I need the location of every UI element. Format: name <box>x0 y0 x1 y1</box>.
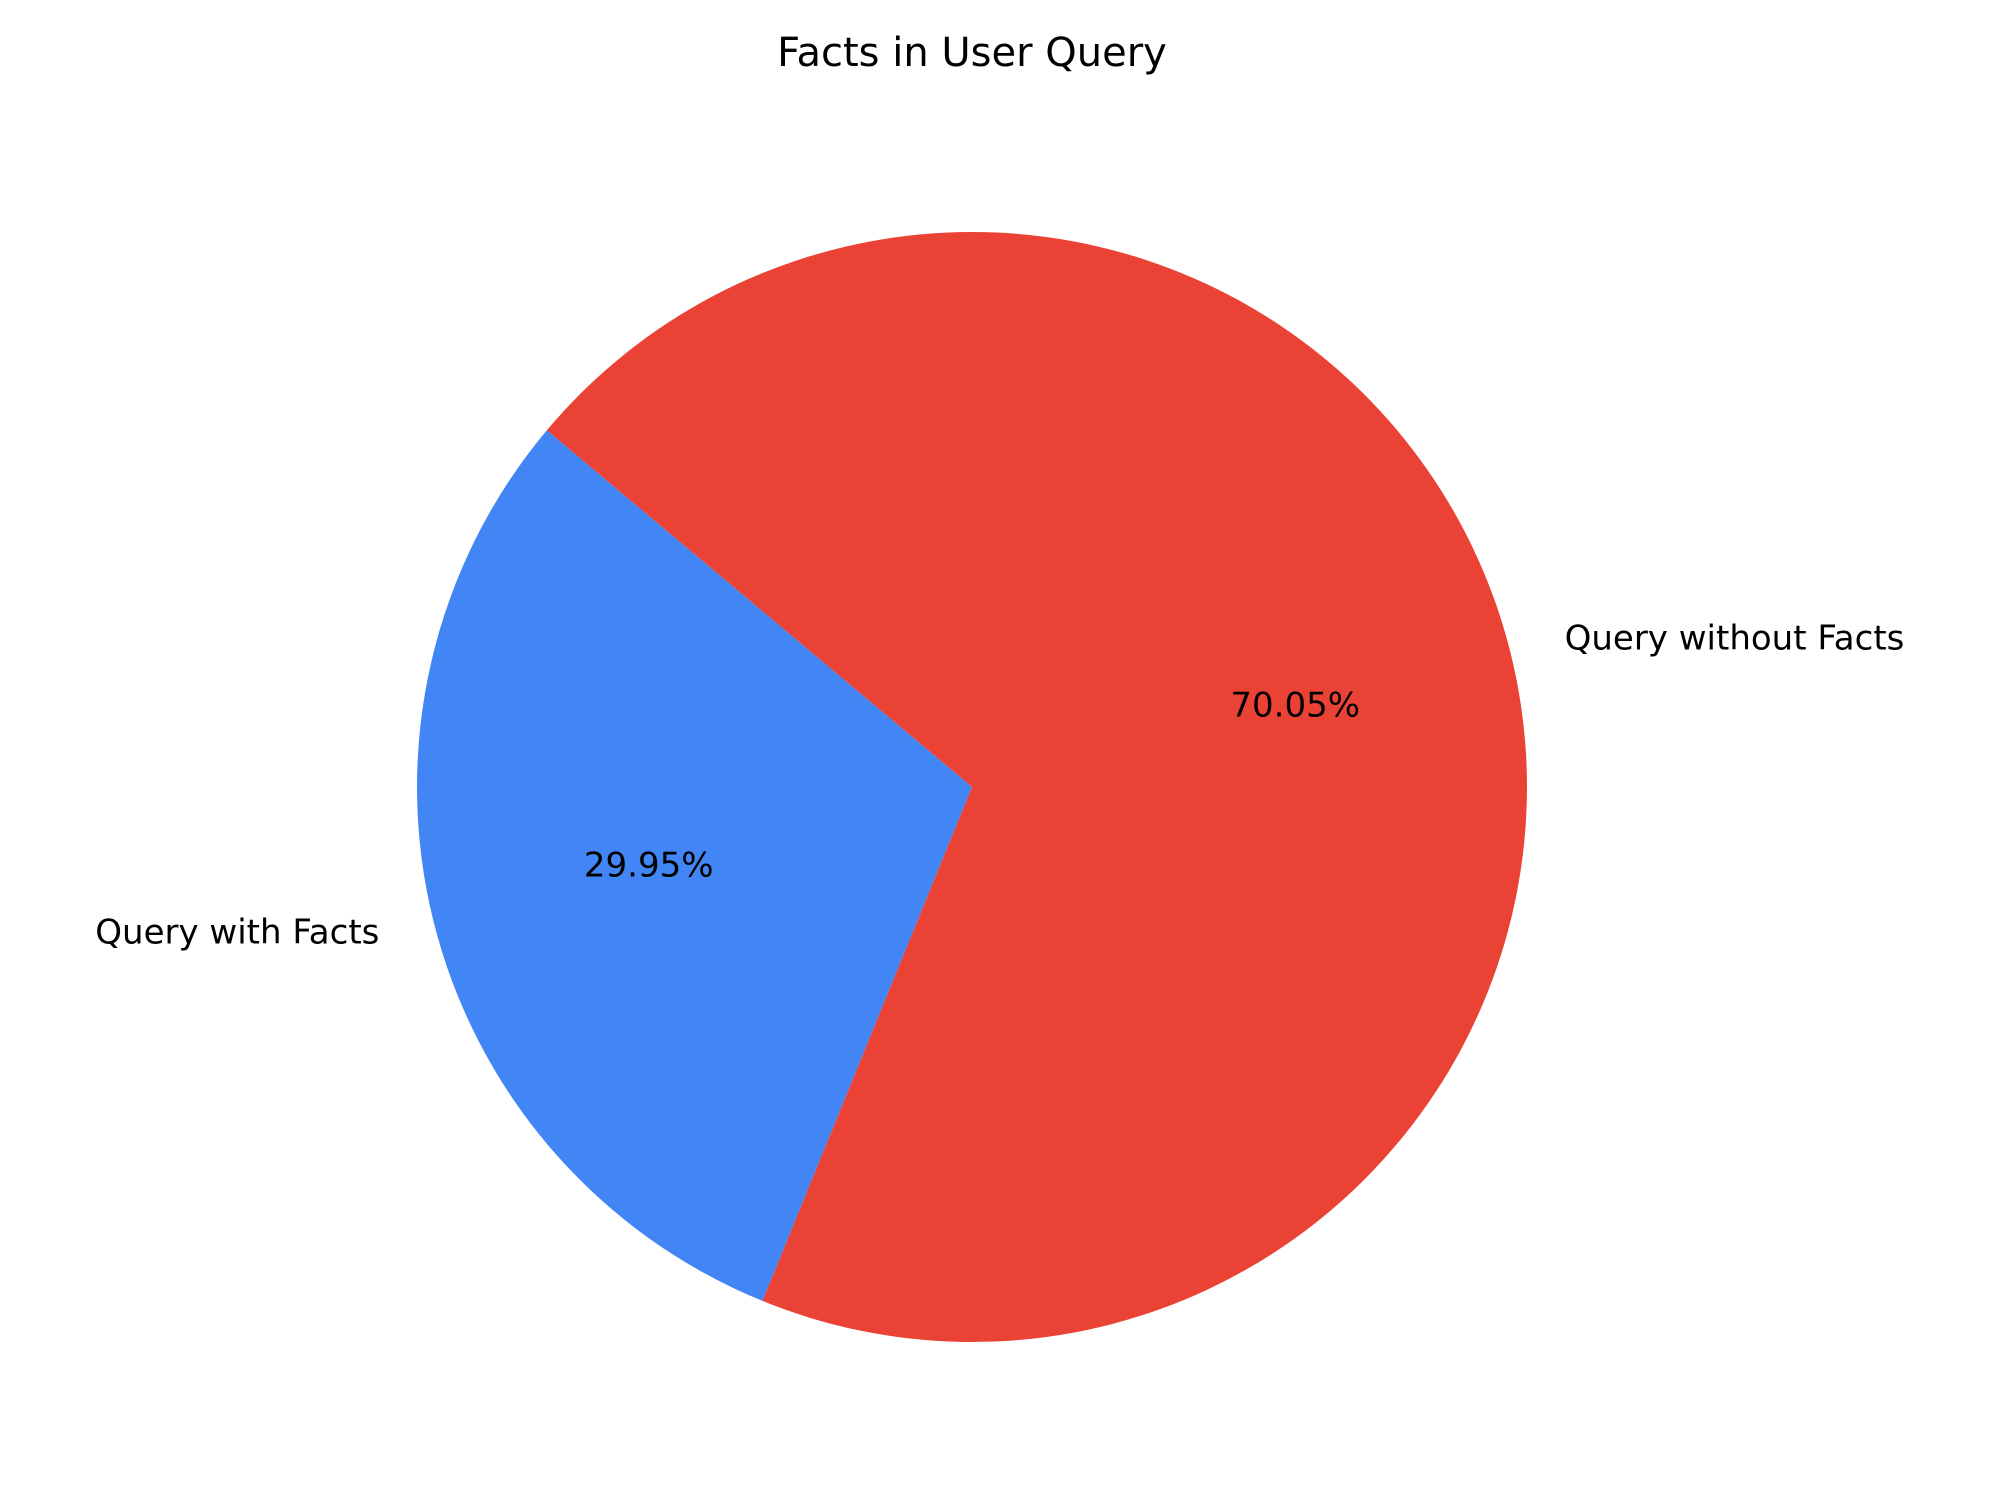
pie-slice-query-without-facts <box>546 232 1527 1343</box>
pie-slice-query-with-facts <box>416 430 972 1301</box>
slice-label-query-without-facts: Query without Facts <box>1565 619 1905 659</box>
pie-slices <box>416 232 1527 1343</box>
pct-label-query-with-facts: 29.95% <box>584 846 714 886</box>
slice-label-query-with-facts: Query with Facts <box>95 912 379 952</box>
pie-labels: Query with Facts 29.95% Query without Fact… <box>95 619 1904 953</box>
chart-title: Facts in User Query <box>777 30 1167 76</box>
pct-label-query-without-facts: 70.05% <box>1230 685 1360 725</box>
